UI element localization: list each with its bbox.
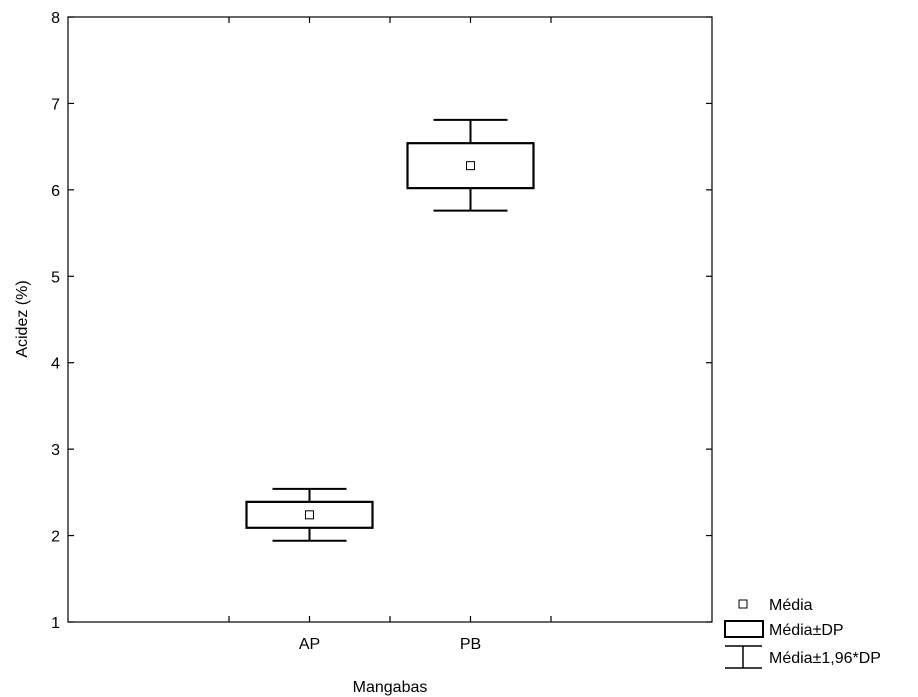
legend-item-0: Média xyxy=(738,597,813,614)
legend-mean-marker xyxy=(738,599,748,609)
y-tick-label: 4 xyxy=(51,356,60,373)
legend: Média Média±DP Média±1,96*DP xyxy=(724,597,881,669)
x-axis-label: Mangabas xyxy=(353,679,428,696)
y-tick-label: 3 xyxy=(51,442,60,459)
legend-label: Média±DP xyxy=(769,622,844,639)
x-tick-label-pb: PB xyxy=(460,636,481,653)
box-series xyxy=(245,118,535,542)
y-tick-label: 5 xyxy=(51,269,60,286)
box-ap xyxy=(245,487,374,542)
y-tick-label: 6 xyxy=(51,183,60,200)
legend-label: Média±1,96*DP xyxy=(769,650,881,667)
legend-label: Média xyxy=(769,597,813,614)
plot-frame xyxy=(67,16,713,623)
legend-box-symbol xyxy=(724,620,764,638)
legend-item-2: Média±1,96*DP xyxy=(725,645,881,669)
mean-marker xyxy=(466,161,475,171)
y-tick-label: 2 xyxy=(51,529,60,546)
legend-item-1: Média±DP xyxy=(724,620,844,639)
x-tick-label-ap: AP xyxy=(299,636,320,653)
y-axis-label: Acidez (%) xyxy=(14,280,31,357)
box-pb xyxy=(406,118,535,212)
y-tick-label: 8 xyxy=(51,10,60,27)
y-tick-label: 1 xyxy=(51,615,60,632)
mean-marker xyxy=(305,510,314,520)
x-axis: AP PB xyxy=(228,17,552,653)
y-tick-label: 7 xyxy=(51,96,60,113)
y-axis: 1 2 3 4 5 6 7 8 xyxy=(51,10,712,632)
